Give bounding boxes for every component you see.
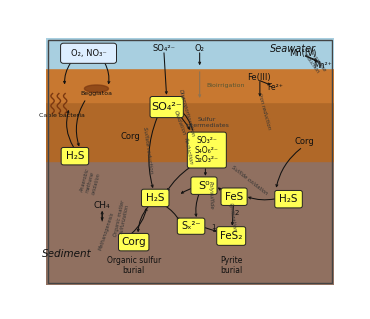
Text: Sₓ²⁻: Sₓ²⁻ [181,221,201,231]
FancyBboxPatch shape [150,96,183,118]
FancyBboxPatch shape [217,227,246,245]
FancyBboxPatch shape [61,147,89,165]
Text: Manganese
reduction: Manganese reduction [302,47,327,76]
Text: Sulfur
intermediates: Sulfur intermediates [185,117,229,128]
Text: SO₄²⁻: SO₄²⁻ [152,44,175,53]
Text: H₂S: H₂S [279,194,298,204]
Text: Fe²⁺: Fe²⁺ [268,83,283,92]
Text: SO₄²⁻: SO₄²⁻ [151,102,182,112]
Text: FeS: FeS [225,192,243,202]
Text: Corg: Corg [121,132,141,141]
FancyBboxPatch shape [61,43,117,63]
Text: Sulfate reduction: Sulfate reduction [142,126,154,174]
Text: Sulfide oxidation: Sulfide oxidation [231,165,269,197]
Text: Iron reduction: Iron reduction [257,93,271,130]
Text: 1: 1 [211,224,216,230]
Polygon shape [84,85,108,92]
Text: S⁰: S⁰ [198,181,210,191]
Text: Organic matter
sulfurization: Organic matter sulfurization [113,200,131,238]
Text: 2: 2 [234,210,239,216]
FancyBboxPatch shape [118,234,149,251]
Text: Sediment: Sediment [41,249,91,259]
Text: Beggiatoa: Beggiatoa [80,91,112,96]
FancyBboxPatch shape [141,189,169,207]
Text: Bioirrigation: Bioirrigation [206,83,245,88]
FancyBboxPatch shape [275,190,302,208]
Text: CH₄: CH₄ [94,201,111,210]
Text: Fe(III): Fe(III) [247,73,270,82]
Text: H₂S: H₂S [66,151,84,161]
Text: Corg: Corg [295,137,314,146]
Text: Anaerobic
methane
oxidation: Anaerobic methane oxidation [80,168,102,196]
Text: Oxidation: Oxidation [173,110,186,136]
Text: Pyritization: Pyritization [228,203,236,233]
Text: H₂S: H₂S [146,193,164,203]
Text: O₂, NO₃⁻: O₂, NO₃⁻ [71,49,107,58]
Text: Reduction: Reduction [183,137,194,165]
Text: FeS₂: FeS₂ [220,231,242,241]
FancyBboxPatch shape [187,132,226,168]
Text: Organic sulfur
burial: Organic sulfur burial [107,256,161,275]
Text: Methanogenesis: Methanogenesis [98,211,115,251]
Text: Pyrite
burial: Pyrite burial [220,256,242,275]
Text: Mn²⁺: Mn²⁺ [314,61,332,70]
Text: Mn(IV): Mn(IV) [289,48,317,57]
Text: SO₃²⁻
S₄O₆²⁻
S₂O₃²⁻: SO₃²⁻ S₄O₆²⁻ S₂O₃²⁻ [195,136,219,164]
FancyBboxPatch shape [191,177,217,194]
Text: Disproportionation: Disproportionation [178,89,196,137]
FancyBboxPatch shape [221,188,247,205]
Text: O₂: O₂ [195,44,205,53]
Text: Polysulfide: Polysulfide [208,181,213,210]
Text: Cable bacteria: Cable bacteria [39,113,85,118]
FancyBboxPatch shape [177,218,205,234]
Text: Seawater: Seawater [270,44,316,54]
Text: Corg: Corg [121,237,146,247]
